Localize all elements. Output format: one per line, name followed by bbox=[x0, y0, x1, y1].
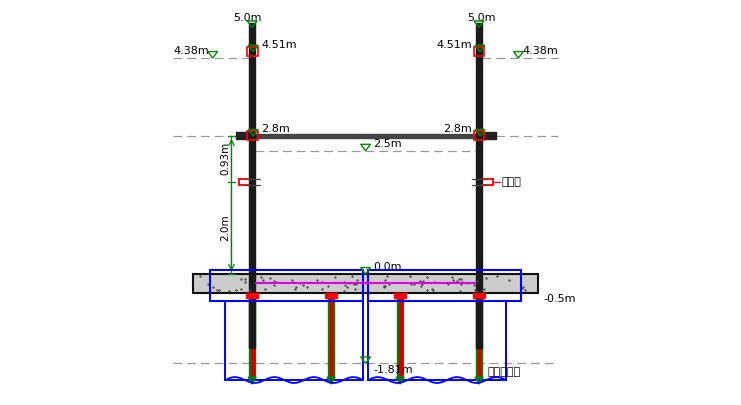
Text: 加劲箍: 加劲箍 bbox=[502, 177, 522, 187]
Text: 2.8m: 2.8m bbox=[443, 124, 471, 134]
Text: 5.0m: 5.0m bbox=[468, 13, 496, 23]
Text: 4.51m: 4.51m bbox=[436, 40, 471, 50]
Bar bbox=[368, 270, 521, 301]
Bar bbox=[210, 270, 363, 301]
Bar bbox=[247, 47, 258, 56]
Bar bbox=[473, 293, 485, 298]
Text: 4.51m: 4.51m bbox=[261, 40, 296, 50]
Bar bbox=[394, 293, 406, 298]
Text: 0.93m: 0.93m bbox=[221, 142, 230, 175]
Text: 2.8m: 2.8m bbox=[261, 124, 290, 134]
Bar bbox=[246, 293, 259, 298]
Text: 0.0m: 0.0m bbox=[373, 262, 402, 272]
Bar bbox=[473, 132, 485, 141]
Text: 平均低水位: 平均低水位 bbox=[488, 367, 521, 377]
Bar bbox=[247, 132, 258, 141]
Bar bbox=[473, 47, 485, 56]
Bar bbox=[325, 293, 337, 298]
Bar bbox=[193, 274, 538, 293]
Text: 2.0m: 2.0m bbox=[221, 215, 230, 241]
Text: 5.0m: 5.0m bbox=[233, 13, 262, 23]
Text: -1.81m: -1.81m bbox=[373, 365, 413, 375]
Text: 2.5m: 2.5m bbox=[373, 139, 402, 149]
Text: -0.5m: -0.5m bbox=[543, 294, 576, 304]
Text: 4.38m: 4.38m bbox=[173, 46, 209, 56]
Text: 4.38m: 4.38m bbox=[522, 46, 558, 56]
